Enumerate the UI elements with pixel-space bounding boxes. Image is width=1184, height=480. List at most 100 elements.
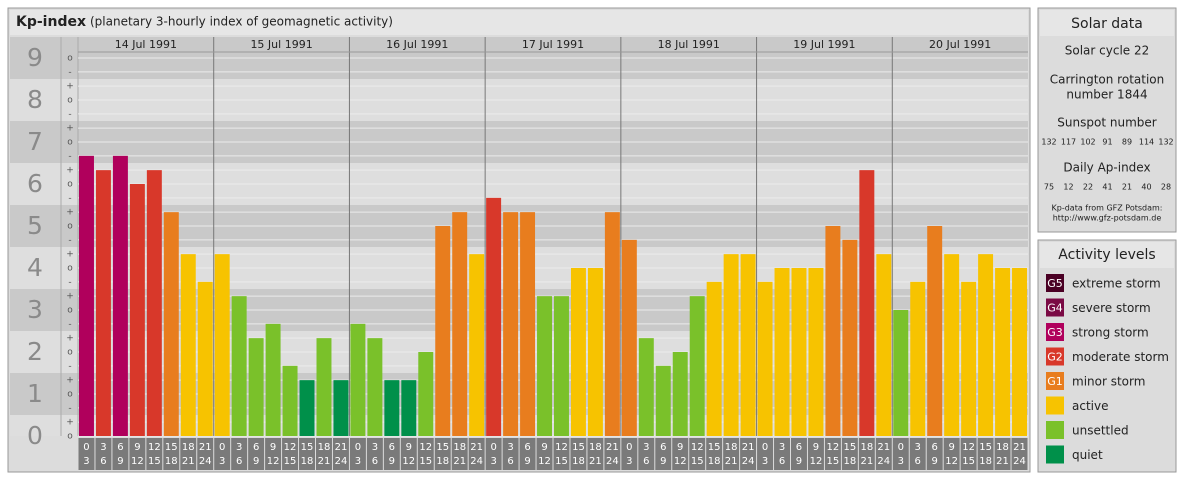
hour-cell: [689, 438, 706, 470]
bar: [350, 323, 366, 436]
y-tick-label: 1: [27, 379, 43, 408]
hour-end: 3: [898, 456, 904, 467]
solar-panel: [1037, 7, 1177, 233]
hour-end: 12: [267, 456, 280, 467]
hour-start: 18: [182, 442, 195, 453]
sunspot-label: Sunspot number: [1057, 116, 1156, 130]
bar: [112, 155, 128, 437]
hour-start: 15: [708, 442, 721, 453]
minor-tick-label: -: [68, 235, 71, 245]
bar: [248, 338, 264, 436]
hour-cell: [672, 438, 689, 470]
sunspot-value: 89: [1122, 138, 1132, 147]
hour-cell: [977, 438, 994, 470]
hour-cell: [434, 438, 451, 470]
hour-cell: [706, 438, 723, 470]
legend-swatch: [1046, 396, 1064, 415]
hour-end: 3: [626, 456, 632, 467]
hour-cell: [366, 438, 383, 470]
hour-end: 18: [844, 456, 857, 467]
hour-cell: [604, 438, 621, 470]
legend-title: Activity levels: [1058, 247, 1155, 263]
minor-tick-label: +: [66, 208, 74, 218]
hour-end: 9: [660, 456, 666, 467]
minor-tick-label: o: [67, 138, 73, 148]
hour-start: 18: [453, 442, 466, 453]
bar: [265, 323, 281, 436]
hour-start: 18: [860, 442, 873, 453]
bar: [604, 212, 620, 436]
hour-cell: [146, 438, 163, 470]
hour-cell: [316, 438, 332, 470]
legend-swatch: [1046, 421, 1064, 439]
legend-swatch: [1046, 298, 1064, 317]
hour-start: 12: [962, 442, 975, 453]
hour-end: 21: [589, 456, 602, 467]
y-tick-label: 9: [27, 43, 43, 72]
hour-cell: [400, 438, 417, 470]
hour-start: 9: [134, 442, 140, 453]
ap-value: 21: [1122, 183, 1132, 192]
hour-end: 3: [83, 456, 89, 467]
bar: [180, 254, 196, 436]
hour-end: 3: [762, 456, 768, 467]
chart-subtitle: (planetary 3-hourly index of geomagnetic…: [90, 15, 393, 29]
y-tick-label: 2: [27, 337, 43, 366]
bar: [740, 254, 756, 436]
chart-title: Kp-index: [16, 14, 86, 30]
bar: [927, 226, 943, 436]
bar: [655, 365, 671, 436]
bar: [706, 281, 722, 436]
hour-end: 15: [691, 456, 704, 467]
minor-tick-label: o: [67, 390, 73, 400]
bar: [638, 338, 654, 436]
hour-cell: [858, 438, 875, 470]
ap-value: 75: [1044, 183, 1054, 192]
bar: [995, 268, 1011, 436]
solar-title-bar: [1040, 10, 1174, 36]
hour-end: 21: [860, 456, 873, 467]
bar: [316, 338, 332, 436]
solar-cycle: Solar cycle 22: [1065, 44, 1150, 58]
legend-label: extreme storm: [1072, 277, 1161, 291]
hour-end: 15: [962, 456, 975, 467]
hour-cell: [740, 438, 757, 470]
hour-start: 0: [83, 442, 89, 453]
hour-start: 9: [677, 442, 683, 453]
bar: [723, 254, 739, 436]
minor-tick-label: o: [67, 54, 73, 64]
hour-start: 9: [948, 442, 954, 453]
y-tick-label: 0: [27, 421, 43, 450]
minor-tick-label: o: [67, 264, 73, 274]
hour-end: 9: [932, 456, 938, 467]
minor-tick-label: +: [66, 292, 74, 302]
hour-start: 3: [779, 442, 785, 453]
minor-tick-label: -: [68, 67, 71, 77]
legend-label: minor storm: [1072, 375, 1145, 389]
minor-tick-label: o: [67, 180, 73, 190]
bar: [978, 254, 994, 436]
hour-end: 9: [389, 456, 395, 467]
bar: [79, 155, 94, 437]
title-bar: [10, 10, 1028, 35]
hour-cell: [299, 438, 315, 470]
bar: [554, 296, 569, 436]
legend-title-bar: [1040, 242, 1174, 268]
hour-cell: [349, 438, 366, 470]
bar: [146, 170, 162, 436]
minor-tick-label: o: [67, 348, 73, 358]
legend-code: G4: [1047, 302, 1063, 315]
hour-end: 12: [131, 456, 144, 467]
hour-start: 6: [253, 442, 259, 453]
sunspot-value: 114: [1139, 138, 1154, 147]
minor-tick-label: +: [66, 166, 74, 176]
bar: [587, 268, 603, 436]
hour-start: 21: [606, 442, 619, 453]
hour-end: 21: [725, 456, 738, 467]
legend-code: G3: [1047, 326, 1063, 339]
sunspot-value: 132: [1041, 138, 1056, 147]
bar: [299, 380, 315, 436]
hour-start: 12: [148, 442, 161, 453]
legend-swatch: [1046, 323, 1064, 341]
